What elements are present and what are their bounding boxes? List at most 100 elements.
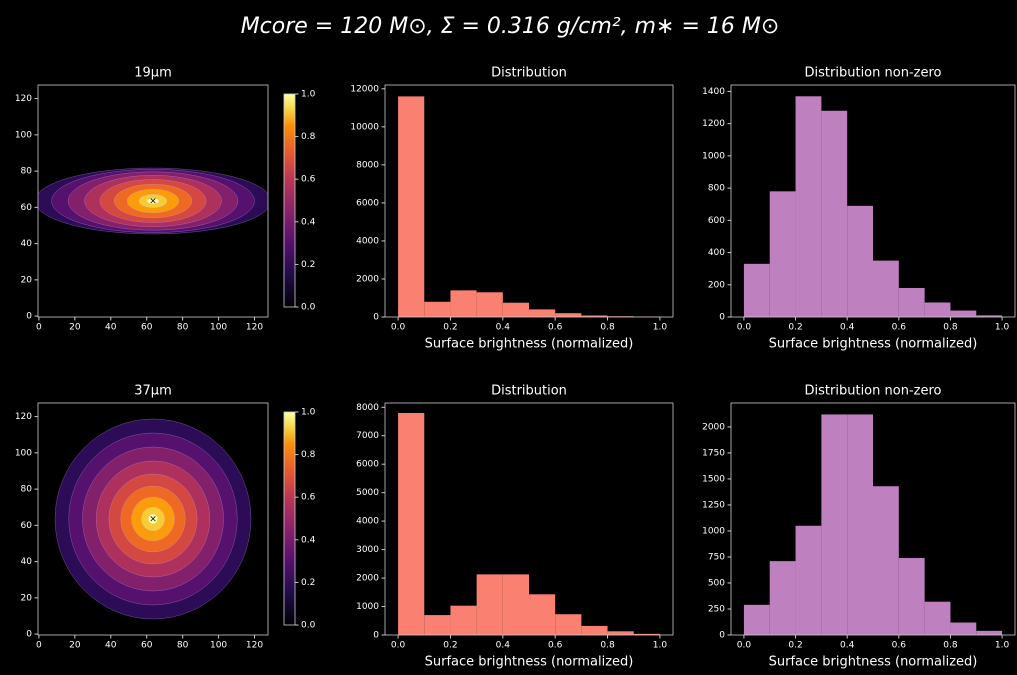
x-tick-label: 0 [36, 323, 42, 333]
x-tick-label: 0.8 [943, 323, 958, 333]
axes-title: 37μm [134, 384, 171, 399]
x-axis-label: Surface brightness (normalized) [425, 337, 634, 352]
x-tick-label: 0.4 [496, 641, 511, 651]
y-tick-label: 1000 [702, 151, 725, 161]
colorbar-tick-label: 0.8 [301, 450, 316, 460]
histogram-bar [608, 631, 634, 635]
histogram-bar [529, 594, 555, 635]
y-tick-label: 1000 [702, 526, 725, 536]
colorbar-tick-label: 0.4 [301, 535, 316, 545]
colorbar [284, 412, 295, 625]
y-tick-label: 3000 [356, 545, 379, 555]
histogram-bar [450, 606, 476, 635]
axes-frame [385, 85, 673, 317]
histogram-bar [976, 631, 1002, 635]
x-tick-label: 0.2 [788, 323, 802, 333]
x-tick-label: 0.2 [443, 323, 457, 333]
y-tick-label: 1250 [702, 500, 725, 510]
y-tick-label: 80 [21, 485, 33, 495]
y-tick-label: 2000 [702, 422, 725, 432]
x-tick-label: 100 [210, 323, 227, 333]
x-tick-label: 0.0 [391, 323, 406, 333]
y-tick-label: 40 [21, 239, 33, 249]
x-tick-label: 80 [177, 641, 189, 651]
histogram-bar [398, 413, 424, 635]
x-tick-label: 0.8 [943, 641, 958, 651]
axes-title: Distribution non-zero [805, 384, 942, 399]
histogram-bar [899, 288, 925, 317]
x-tick-label: 1.0 [653, 323, 668, 333]
x-tick-label: 0.4 [840, 323, 855, 333]
y-tick-label: 400 [708, 248, 725, 258]
histogram-bar [555, 313, 581, 317]
y-tick-label: 600 [708, 216, 725, 226]
peak-marker: × [149, 197, 157, 207]
histogram-bar [555, 614, 581, 635]
y-tick-label: 1000 [356, 602, 379, 612]
colorbar-tick-label: 0.2 [301, 578, 315, 588]
histogram-bar [925, 303, 951, 318]
x-tick-label: 0.6 [892, 641, 907, 651]
x-tick-label: 20 [69, 323, 81, 333]
y-tick-label: 120 [15, 94, 32, 104]
y-tick-label: 120 [15, 412, 32, 422]
x-tick-label: 0.0 [737, 323, 752, 333]
x-tick-label: 60 [141, 641, 153, 651]
y-tick-label: 8000 [356, 403, 379, 413]
x-tick-label: 0.6 [548, 641, 563, 651]
histogram-bar [821, 414, 847, 635]
x-tick-label: 0 [36, 641, 42, 651]
x-tick-label: 0.8 [600, 323, 615, 333]
axes-title: Distribution non-zero [805, 66, 942, 81]
y-tick-label: 1200 [702, 119, 725, 129]
y-tick-label: 100 [15, 448, 32, 458]
y-tick-label: 40 [21, 557, 33, 567]
histogram-bar [424, 615, 450, 635]
histogram-bar [796, 526, 822, 635]
y-tick-label: 250 [708, 604, 725, 614]
histogram-bar [821, 111, 847, 317]
x-tick-label: 0.2 [443, 641, 457, 651]
y-tick-label: 6000 [356, 460, 379, 470]
y-tick-label: 60 [21, 203, 33, 213]
histogram-bar [796, 96, 822, 317]
x-tick-label: 40 [105, 641, 117, 651]
x-tick-label: 120 [246, 323, 263, 333]
histogram-bar [899, 558, 925, 635]
y-tick-label: 20 [21, 275, 33, 285]
y-tick-label: 100 [15, 130, 32, 140]
y-tick-label: 5000 [356, 488, 379, 498]
x-tick-label: 0.8 [600, 641, 615, 651]
y-tick-label: 200 [708, 280, 725, 290]
y-tick-label: 0 [26, 630, 32, 640]
y-tick-label: 0 [26, 312, 32, 322]
histogram-bar [477, 292, 503, 317]
colorbar-tick-label: 0.4 [301, 217, 316, 227]
x-tick-label: 0.6 [548, 323, 563, 333]
image: × [55, 419, 251, 619]
y-tick-label: 4000 [356, 236, 379, 246]
y-tick-label: 8000 [356, 160, 379, 170]
x-tick-label: 0.6 [892, 323, 907, 333]
x-tick-label: 60 [141, 323, 153, 333]
y-tick-label: 12000 [350, 84, 379, 94]
axes-title: Distribution [491, 384, 567, 399]
y-tick-label: 10000 [350, 122, 379, 132]
histogram-bar [529, 309, 555, 317]
colorbar-tick-label: 0.0 [301, 621, 316, 631]
histogram-bar [873, 486, 899, 635]
y-tick-label: 2000 [356, 574, 379, 584]
y-tick-label: 500 [708, 578, 725, 588]
y-tick-label: 20 [21, 593, 33, 603]
x-tick-label: 0.0 [737, 641, 752, 651]
peak-marker: × [149, 515, 157, 525]
histogram-bar [424, 302, 450, 317]
x-axis-label: Surface brightness (normalized) [769, 655, 978, 670]
histogram-bar [477, 574, 503, 635]
x-tick-label: 0.4 [840, 641, 855, 651]
y-tick-label: 0 [373, 631, 379, 641]
y-tick-label: 80 [21, 167, 33, 177]
x-tick-label: 1.0 [995, 323, 1010, 333]
colorbar-tick-label: 0.6 [301, 175, 316, 185]
colorbar-tick-label: 0.2 [301, 260, 315, 270]
